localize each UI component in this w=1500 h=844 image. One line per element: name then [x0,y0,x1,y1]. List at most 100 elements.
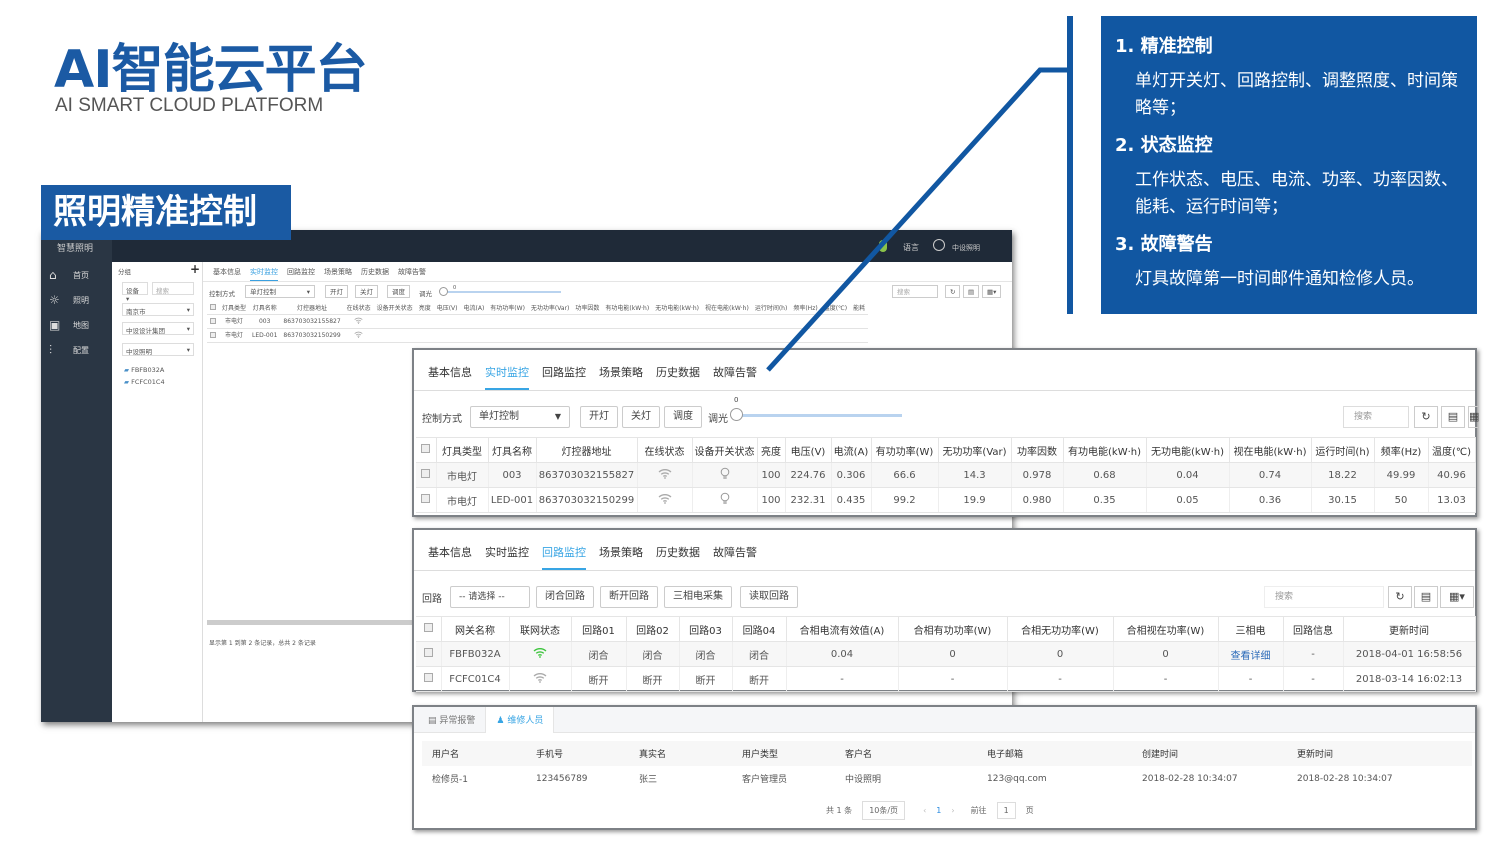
page-size-select[interactable]: 10条/页 [862,801,906,820]
column-header[interactable]: 回路信息 [1283,616,1344,642]
row-checkbox[interactable] [416,462,437,488]
column-header[interactable]: 灯具类型 [219,302,250,315]
column-header[interactable]: 亮度 [415,302,434,315]
column-header[interactable]: 合相无功功率(W) [1007,616,1114,642]
column-header[interactable]: 无功功率(Var) [938,437,1012,463]
table-row[interactable]: 市电灯 LED-001 863703032150299 100 232.31 0.435 9… [416,487,1476,513]
tab-2[interactable]: 实时监控 [485,364,529,390]
tab-4[interactable]: 场景策略 [599,366,643,379]
column-header[interactable]: 电流(A) [460,302,488,315]
dispatch-button[interactable]: 调度 [664,406,702,428]
column-header[interactable]: 亮度 [757,437,786,463]
row-checkbox[interactable] [416,666,442,692]
column-header[interactable]: 回路02 [626,616,680,642]
tab-5[interactable]: 历史数据 [656,546,700,559]
tab-1[interactable]: 基本信息 [213,268,241,276]
add-group-button[interactable]: + [190,262,201,276]
column-header[interactable]: 回路03 [679,616,733,642]
column-header[interactable]: 功率因数 [1011,437,1064,463]
refresh-icon[interactable]: ↻ [1388,586,1412,608]
column-header[interactable]: 设备开关状态 [692,437,758,463]
tab-4[interactable]: 场景策略 [324,268,352,276]
goto-page-input[interactable]: 1 [996,802,1016,819]
export-icon[interactable]: ▤ [1441,406,1465,428]
column-header[interactable]: 在线状态 [343,302,374,315]
column-header[interactable]: 视在电能(kW·h) [702,302,752,315]
sidebar-item-config[interactable]: ⫶ 配置 [49,343,89,358]
table-row[interactable]: 市电灯 003 863703032155827 [207,314,869,329]
column-header[interactable]: 温度(℃) [1428,437,1476,463]
column-header[interactable]: 灯具类型 [436,437,489,463]
column-header[interactable]: 无功电能(kW·h) [652,302,703,315]
row-checkbox[interactable] [207,328,219,343]
table-row[interactable]: 市电灯 003 863703032155827 100 224.76 0.306 66.6 1… [416,462,1476,488]
column-header[interactable]: 联网状态 [509,616,572,642]
tab-4[interactable]: 场景策略 [599,546,643,559]
column-header[interactable]: 更新时间 [1343,616,1476,642]
column-header[interactable]: 电压(V) [433,302,461,315]
column-header[interactable]: 在线状态 [637,437,693,463]
project-select[interactable]: 中设照明 ▾ [122,343,194,356]
dim-slider-handle[interactable] [730,408,743,421]
column-header[interactable]: 灯具名称 [488,437,537,463]
light-off-button[interactable]: 关灯 [355,285,378,298]
detail-link[interactable]: 查看详细 [1230,650,1271,662]
column-header[interactable]: 有功功率(W) [487,302,528,315]
export-icon[interactable]: ▤ [963,285,980,298]
table-row[interactable]: FCFC01C4 断开 断开 断开 断开 - - - - - -2018-03-14 16:02:1… [416,666,1476,692]
column-header[interactable]: 创建时间 [1142,750,1179,760]
column-header[interactable]: 灯具名称 [249,302,281,315]
prev-page-button[interactable]: ‹ [923,806,927,815]
tab-user[interactable]: ♟ 维修人员 [485,707,555,733]
sidebar-item-lighting[interactable]: ☼ 照明 [49,293,89,307]
tab-5[interactable]: 历史数据 [361,268,389,276]
read-loop-button[interactable]: 读取回路 [740,586,798,608]
light-off-button[interactable]: 关灯 [622,406,660,428]
column-header[interactable]: 有功电能(kW·h) [1063,437,1147,463]
next-page-button[interactable]: › [951,806,955,815]
refresh-icon[interactable]: ↻ [945,285,961,298]
dim-slider[interactable] [732,414,902,417]
table-row[interactable]: 检修员-1 123456789 张三 客户管理员 中设照明 123@qq.com 2018-… [422,766,1472,791]
table-row[interactable]: FBFB032A 闭合 闭合 闭合 闭合 0.04 0 0 0 查看详细 -2018-04-01 1… [416,641,1476,667]
column-header[interactable]: 合相视在功率(W) [1113,616,1219,642]
dim-slider[interactable] [441,291,561,293]
column-header[interactable]: 客户名 [845,750,873,760]
light-on-button[interactable]: 开灯 [580,406,618,428]
user-icon[interactable] [933,239,945,251]
column-header[interactable]: 灯控器地址 [536,437,638,463]
tab-2[interactable]: 实时监控 [485,546,529,559]
user-menu[interactable]: 中设照明 [952,244,980,252]
column-header[interactable]: 真实名 [639,750,667,760]
page-number[interactable]: 1 [936,806,942,815]
column-header[interactable]: 设备开关状态 [373,302,416,315]
column-header[interactable]: 手机号 [536,750,564,760]
column-header[interactable]: 能耗 [850,302,869,315]
control-mode-select[interactable]: 单灯控制 ▾ [245,285,315,298]
column-header[interactable]: 用户名 [432,750,460,760]
search-input[interactable]: 搜索 [1343,406,1409,428]
tab-3[interactable]: 回路监控 [542,544,586,570]
sidebar-item-map[interactable]: ▣ 地图 [49,318,89,332]
tab-5[interactable]: 历史数据 [656,366,700,379]
company-select[interactable]: 中设设计集团 ▾ [122,322,194,335]
column-header[interactable]: 网关名称 [441,616,510,642]
column-header[interactable]: 回路01 [571,616,627,642]
three-phase-collect-button[interactable]: 三相电采集 [664,586,732,608]
tab-3[interactable]: 回路监控 [287,268,315,276]
table-row[interactable]: 市电灯 LED-001 863703032150299 [207,328,869,343]
tab-1[interactable]: 基本信息 [428,366,472,379]
column-header[interactable]: 用户类型 [742,750,779,760]
control-mode-select[interactable]: 单灯控制 ▼ [470,406,570,428]
column-header[interactable]: 回路04 [732,616,787,642]
columns-icon[interactable]: ▦ [1468,406,1479,428]
language-button[interactable]: 语言 [903,243,919,252]
select-all-checkbox[interactable] [207,302,219,315]
refresh-icon[interactable]: ↻ [1414,406,1438,428]
column-header[interactable]: 无功电能(kW·h) [1146,437,1230,463]
columns-icon[interactable]: ▦▾ [1440,586,1474,608]
sidebar-item-home[interactable]: ⌂ 首页 [49,268,89,282]
search-input[interactable]: 搜索 [892,285,938,298]
column-header[interactable]: 合相电流有效值(A) [786,616,899,642]
column-header[interactable]: 频率(Hz) [1374,437,1429,463]
